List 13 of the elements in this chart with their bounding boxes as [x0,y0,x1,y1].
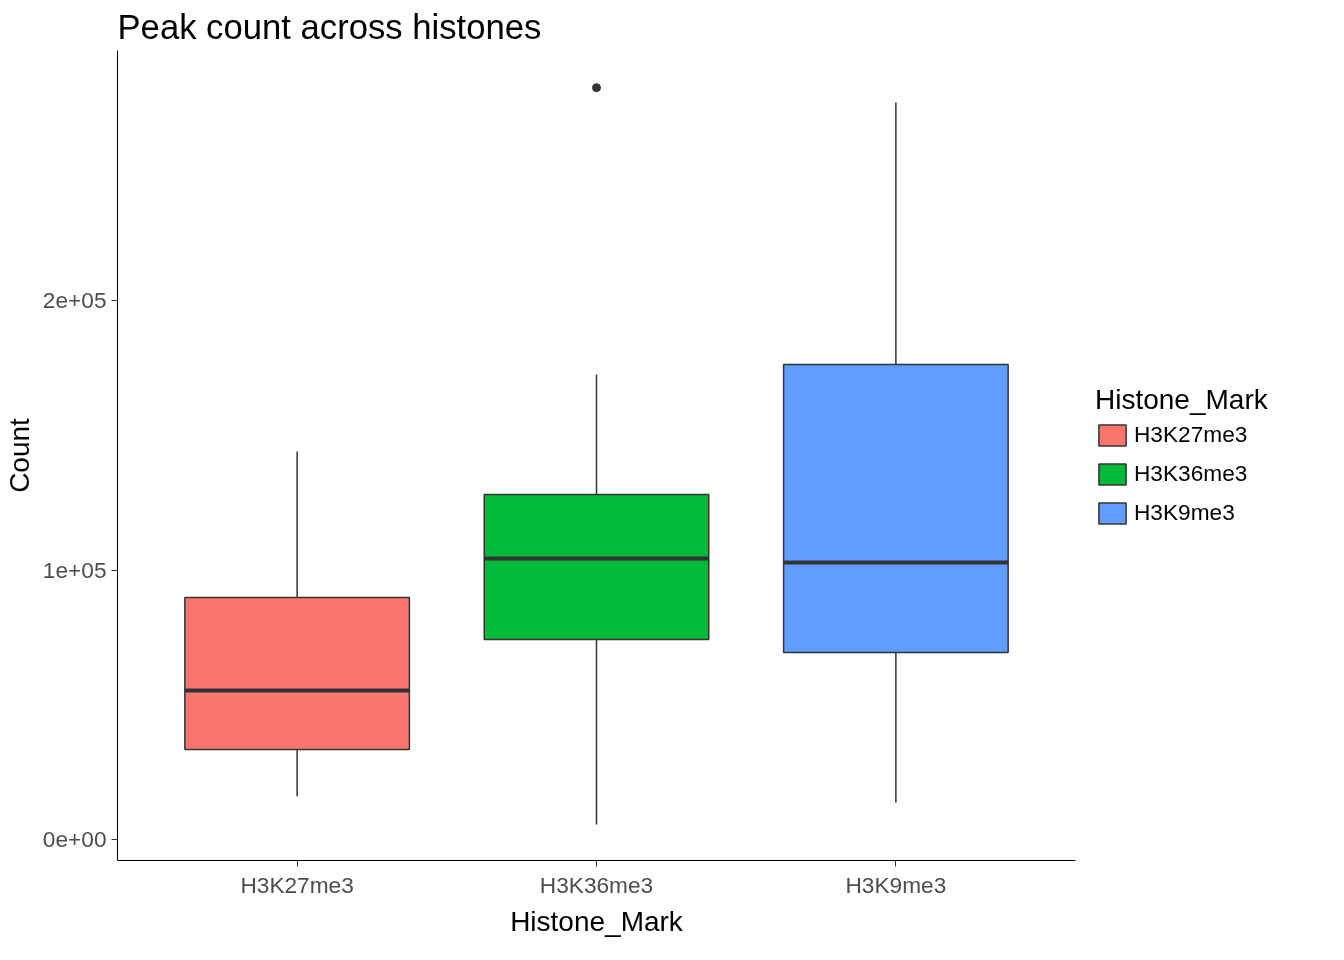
y-axis-title: Count [3,417,35,493]
x-tick-label: H3K9me3 [845,871,947,898]
legend-label: H3K9me3 [1134,499,1235,526]
y-tick-label: 2e+05 [42,287,107,314]
chart-title: Peak count across histones [117,7,542,46]
y-tick-label: 0e+00 [42,825,107,852]
legend-title: Histone_Mark [1095,384,1268,416]
x-tick-label: H3K27me3 [240,871,354,898]
x-tick-label: H3K36me3 [539,871,654,898]
legend-label: H3K27me3 [1134,421,1248,448]
y-tick-label: 1e+05 [42,556,107,583]
x-axis-title: Histone_Mark [510,905,684,937]
legend-label: H3K36me3 [1134,460,1248,487]
